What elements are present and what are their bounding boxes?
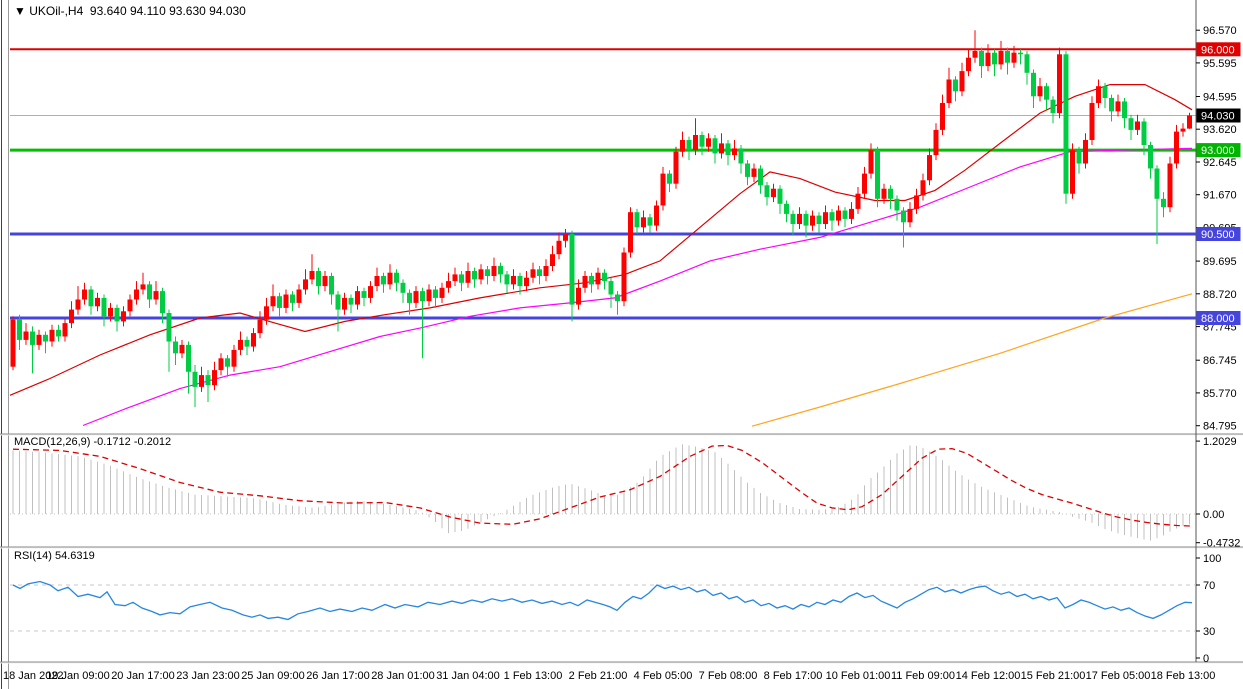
macd-indicator-label: MACD(12,26,9) -0.1712 -0.2012 [14, 436, 172, 448]
candlesticks [10, 30, 1192, 407]
symbol-dropdown-marker-icon[interactable]: ▼ [14, 4, 26, 18]
macd-histogram [12, 444, 1190, 541]
price-tick-label: 94.595 [1203, 92, 1237, 104]
window-left-border-inner [8, 0, 9, 689]
time-label: 18 Jan 2022 [3, 670, 64, 682]
sma-mid-magenta-line [82, 147, 1193, 427]
rsi-indicator-label: RSI(14) 54.6319 [14, 550, 95, 562]
panel-separators[interactable] [0, 433, 1243, 664]
time-label: 15 Feb 21:00 [1021, 670, 1086, 682]
price-tick-label: 96.570 [1203, 25, 1237, 37]
price-tick-label: 88.720 [1203, 289, 1237, 301]
rsi-axis-labels: 100 70 30 0 [1196, 553, 1221, 665]
time-label: 8 Feb 17:00 [764, 670, 823, 682]
price-tick-label: 93.620 [1203, 124, 1237, 136]
time-label: 14 Feb 12:00 [956, 670, 1021, 682]
price-badge-label: 94.030 [1201, 111, 1235, 123]
svg-text:0.00: 0.00 [1203, 509, 1224, 521]
symbol-timeframe-label: UKOil-,H4 [29, 4, 84, 18]
chart-title: ▼ UKOil-,H4 93.640 94.110 93.630 94.030 [14, 4, 246, 18]
price-tick-label: 92.645 [1203, 157, 1237, 169]
time-label: 4 Feb 05:00 [634, 670, 693, 682]
sma-fast-red-line [9, 83, 1193, 396]
svg-text:0: 0 [1203, 653, 1209, 665]
price-tick-label: 89.695 [1203, 256, 1237, 268]
price-axis-badges: 96.000 94.030 93.000 90.500 88.000 [1196, 42, 1241, 325]
time-label: 18 Feb 13:00 [1151, 670, 1216, 682]
time-label: 25 Jan 09:00 [241, 670, 305, 682]
time-label: 11 Feb 09:00 [891, 670, 955, 682]
time-label: 20 Jan 17:00 [111, 670, 175, 682]
time-label: 2 Feb 21:00 [569, 670, 628, 682]
price-tick-label: 85.770 [1203, 388, 1237, 400]
svg-text:100: 100 [1203, 553, 1221, 565]
price-tick-label: 84.795 [1203, 421, 1237, 433]
time-label: 26 Jan 17:00 [306, 670, 370, 682]
time-label: 7 Feb 08:00 [699, 670, 758, 682]
svg-text:30: 30 [1203, 626, 1215, 638]
rsi-line [12, 580, 1193, 621]
price-badge-label: 90.500 [1201, 229, 1235, 241]
time-label: 17 Feb 05:00 [1086, 670, 1151, 682]
price-tick-label: 91.670 [1203, 190, 1237, 202]
time-label: 1 Feb 13:00 [504, 670, 563, 682]
price-tick-label: 86.745 [1203, 355, 1237, 367]
horizontal-level-lines[interactable] [10, 48, 1196, 320]
macd-signal-line [12, 444, 1193, 527]
ohlc-readout: 93.640 94.110 93.630 94.030 [89, 4, 246, 18]
time-label: 23 Jan 23:00 [176, 670, 240, 682]
svg-text:70: 70 [1203, 580, 1215, 592]
svg-text:1.2029: 1.2029 [1203, 436, 1237, 448]
rsi-level-lines [10, 584, 1196, 632]
price-badge-label: 93.000 [1201, 145, 1235, 157]
price-tick-label: 95.595 [1203, 58, 1237, 70]
price-badge-label: 88.000 [1201, 313, 1235, 325]
price-axis: 96.57095.59594.59593.62092.64591.67090.6… [1196, 25, 1237, 433]
time-label: 28 Jan 01:00 [371, 670, 435, 682]
sma-slow-orange-line [751, 293, 1193, 427]
svg-text:-0.4732: -0.4732 [1203, 538, 1240, 550]
macd-axis-labels: 1.2029 0.00 -0.4732 [1196, 436, 1240, 550]
time-label: 31 Jan 04:00 [436, 670, 500, 682]
time-label: 10 Feb 01:00 [826, 670, 891, 682]
time-label: 19 Jan 09:00 [46, 670, 110, 682]
window-left-border [1, 0, 2, 689]
price-badge-label: 96.000 [1201, 44, 1235, 56]
